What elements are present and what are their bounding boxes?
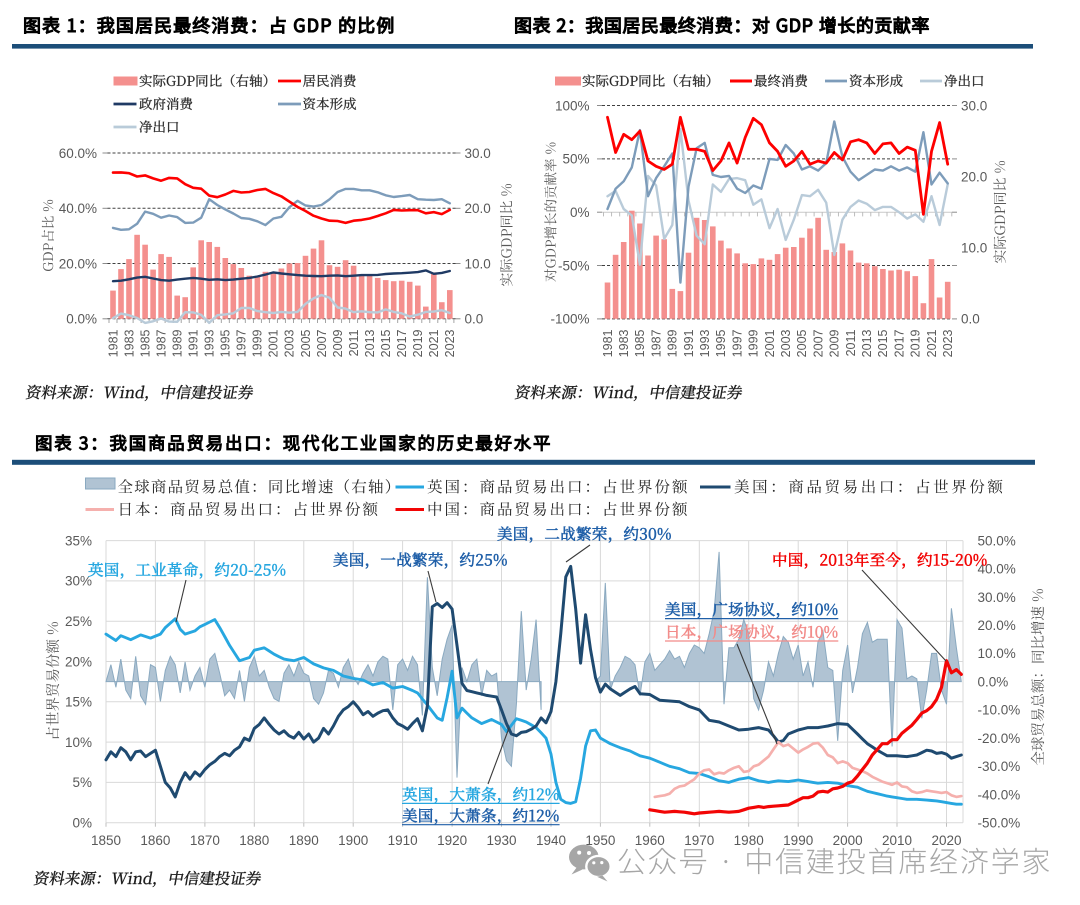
svg-text:2020: 2020 [931,833,961,848]
svg-text:-100%: -100% [550,312,589,327]
svg-text:1995: 1995 [219,329,233,357]
svg-text:2001: 2001 [763,329,777,357]
svg-text:2013: 2013 [363,329,377,357]
svg-text:1989: 1989 [171,329,185,357]
svg-text:1985: 1985 [138,329,152,357]
svg-text:1900: 1900 [338,833,368,848]
svg-text:2021: 2021 [427,329,441,357]
svg-text:20.0%: 20.0% [59,256,97,271]
svg-text:35%: 35% [65,533,92,548]
svg-text:10%: 10% [65,735,92,750]
svg-text:20.0: 20.0 [465,201,491,216]
svg-text:2000: 2000 [833,833,863,848]
svg-text:25%: 25% [65,614,92,629]
svg-text:15%: 15% [65,695,92,710]
svg-text:20%: 20% [65,654,92,669]
svg-text:1983: 1983 [617,329,631,357]
svg-text:2009: 2009 [331,329,345,357]
svg-text:2009: 2009 [828,329,842,357]
svg-text:2015: 2015 [379,329,393,357]
svg-text:1999: 1999 [251,329,265,357]
svg-text:1993: 1993 [698,329,712,357]
svg-text:50.0%: 50.0% [978,533,1016,548]
svg-text:1890: 1890 [289,833,319,848]
svg-text:2011: 2011 [347,329,361,356]
svg-text:1981: 1981 [601,329,615,357]
svg-text:1970: 1970 [684,833,714,848]
svg-text:1930: 1930 [486,833,516,848]
svg-text:0%: 0% [72,816,92,831]
svg-text:2001: 2001 [267,329,281,357]
svg-text:40.0%: 40.0% [59,201,97,216]
svg-text:2019: 2019 [909,329,923,357]
svg-text:-10.0%: -10.0% [978,703,1021,718]
svg-text:30%: 30% [65,574,92,589]
svg-text:0.0%: 0.0% [66,312,97,327]
svg-text:0.0: 0.0 [465,312,484,327]
svg-text:1880: 1880 [239,833,269,848]
svg-text:1999: 1999 [747,329,761,357]
svg-text:5%: 5% [72,775,92,790]
svg-text:-20.0%: -20.0% [978,731,1021,746]
svg-text:1950: 1950 [585,833,615,848]
svg-text:1990: 1990 [783,833,813,848]
svg-text:2015: 2015 [876,329,890,357]
svg-text:20.0%: 20.0% [978,618,1016,633]
svg-text:2011: 2011 [844,329,858,356]
svg-text:1989: 1989 [666,329,680,357]
svg-text:1997: 1997 [730,329,744,357]
svg-text:2005: 2005 [299,329,313,357]
svg-text:2017: 2017 [892,329,906,357]
svg-text:2023: 2023 [443,329,457,357]
svg-text:1987: 1987 [154,329,168,357]
svg-text:2007: 2007 [811,329,825,357]
svg-text:30.0: 30.0 [465,146,491,161]
svg-text:1981: 1981 [106,329,120,357]
svg-text:1940: 1940 [536,833,566,848]
svg-text:2003: 2003 [779,329,793,357]
svg-text:0%: 0% [570,205,590,220]
svg-text:50%: 50% [562,152,589,167]
svg-text:-50%: -50% [558,258,590,273]
svg-text:2023: 2023 [941,329,955,357]
svg-text:1987: 1987 [649,329,663,357]
svg-text:60.0%: 60.0% [59,146,97,161]
svg-text:2007: 2007 [315,329,329,357]
svg-text:100%: 100% [555,98,590,113]
svg-text:1985: 1985 [633,329,647,357]
svg-text:2005: 2005 [795,329,809,357]
svg-text:1983: 1983 [122,329,136,357]
svg-text:-50.0%: -50.0% [978,816,1021,831]
svg-text:1991: 1991 [682,329,696,357]
svg-text:2017: 2017 [395,329,409,357]
svg-text:1991: 1991 [187,329,201,357]
svg-text:20.0: 20.0 [961,169,987,184]
svg-text:0.0: 0.0 [961,312,980,327]
svg-text:-30.0%: -30.0% [978,759,1021,774]
svg-text:30.0: 30.0 [961,98,987,113]
svg-text:1980: 1980 [734,833,764,848]
svg-text:1910: 1910 [388,833,418,848]
svg-text:-40.0%: -40.0% [978,787,1021,802]
svg-text:30.0%: 30.0% [978,590,1016,605]
svg-text:2021: 2021 [925,329,939,357]
svg-text:2019: 2019 [411,329,425,357]
svg-text:1995: 1995 [714,329,728,357]
svg-text:1920: 1920 [437,833,467,848]
svg-text:1870: 1870 [190,833,220,848]
svg-text:1997: 1997 [235,329,249,357]
svg-text:1860: 1860 [140,833,170,848]
svg-text:2013: 2013 [860,329,874,357]
svg-text:1960: 1960 [635,833,665,848]
svg-text:2003: 2003 [283,329,297,357]
svg-text:2010: 2010 [882,833,912,848]
svg-text:10.0: 10.0 [961,241,987,256]
svg-text:1993: 1993 [203,329,217,357]
svg-text:10.0%: 10.0% [978,646,1016,661]
svg-text:0.0%: 0.0% [978,674,1009,689]
svg-text:10.0: 10.0 [465,256,491,271]
svg-text:1850: 1850 [91,833,121,848]
svg-text:40.0%: 40.0% [978,562,1016,577]
